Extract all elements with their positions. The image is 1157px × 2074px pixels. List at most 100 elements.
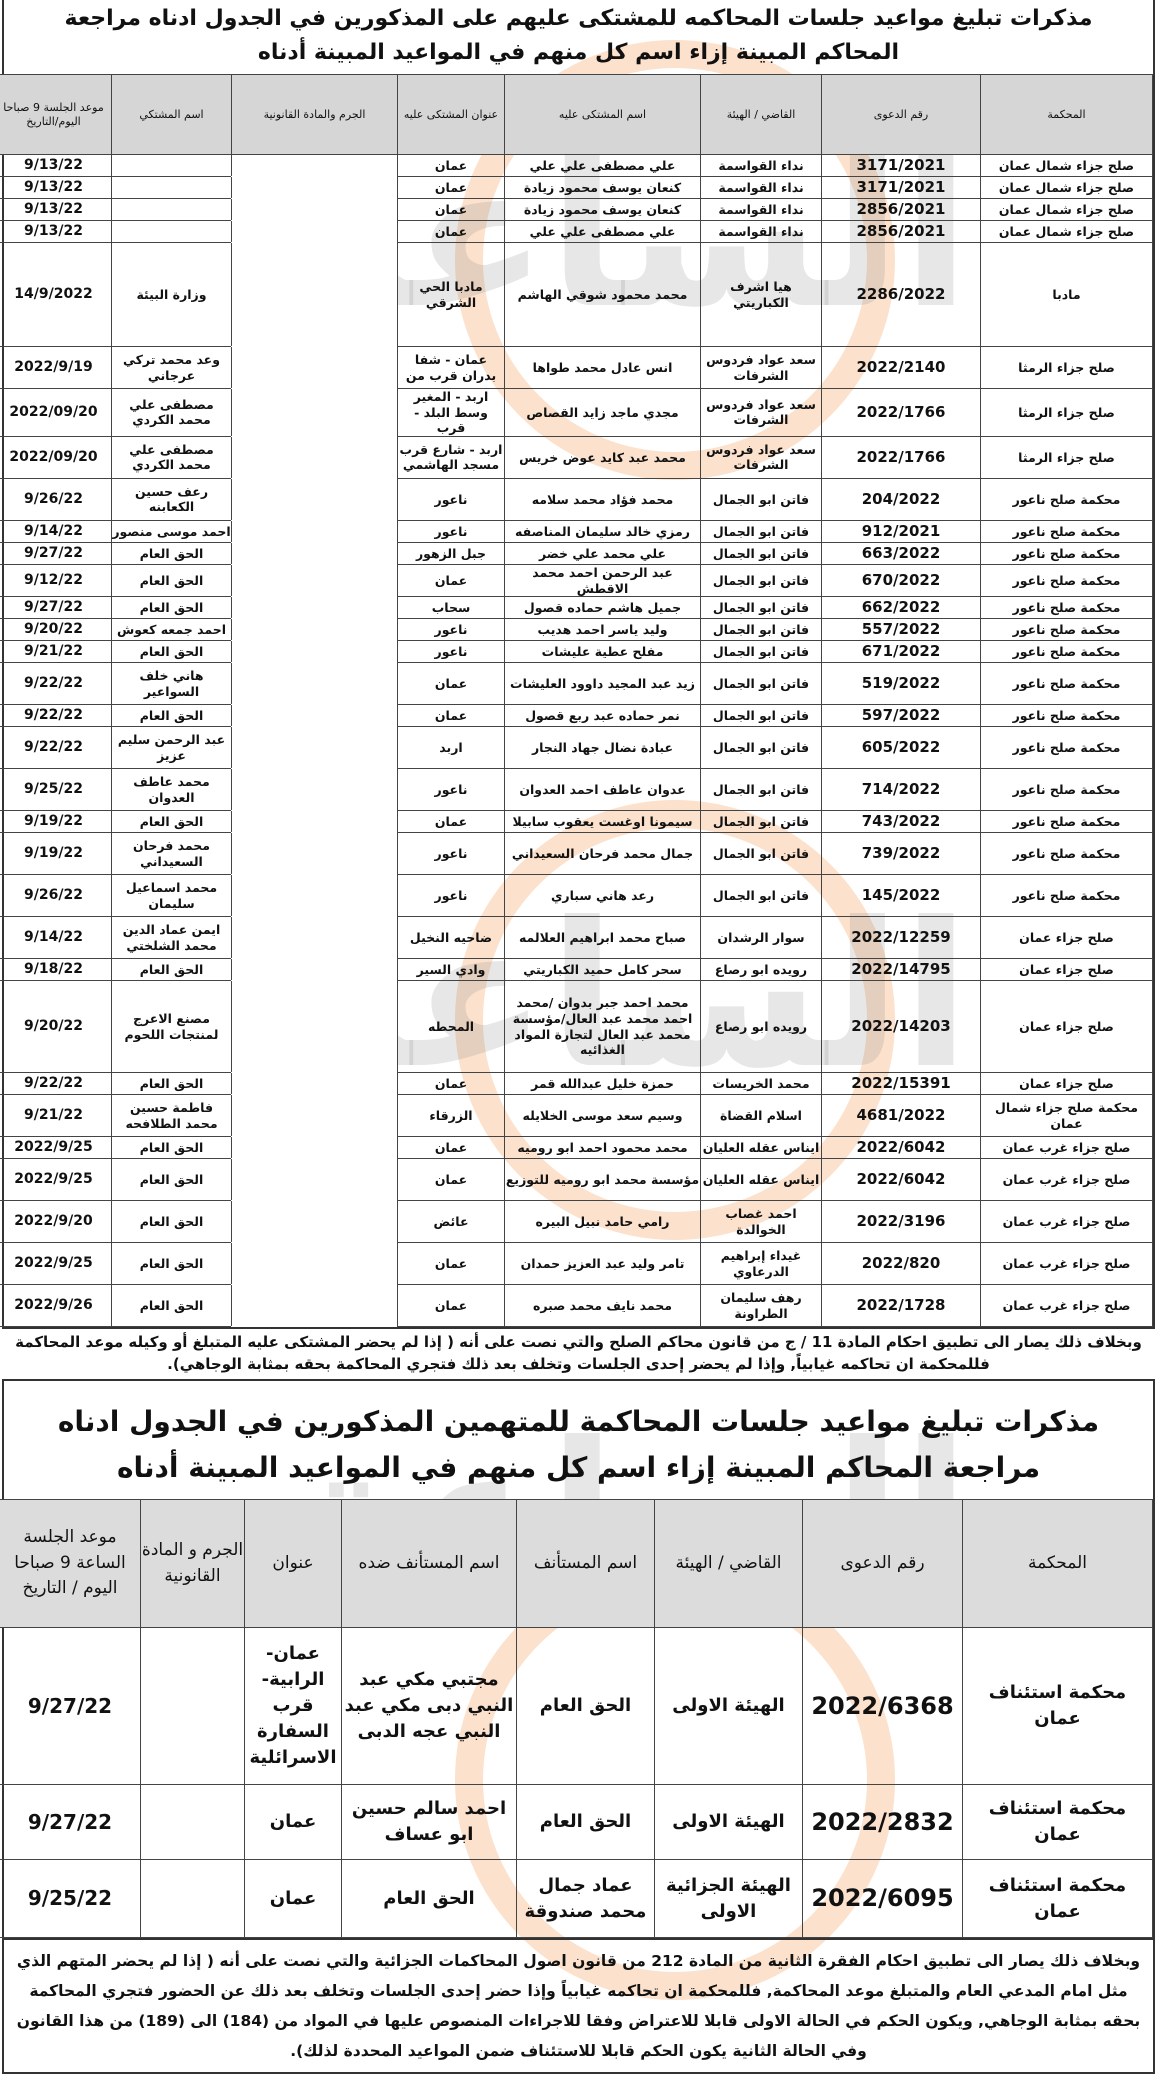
cell-charge: [231, 704, 398, 728]
cell-hearing-date: 2022/9/26: [0, 1284, 112, 1328]
cell-case-number: 2856/2021: [821, 198, 981, 221]
cell-charge: [231, 198, 398, 221]
notice-2-title: مذكرات تبليغ مواعيد جلسات المحاكمة للمته…: [57, 1405, 1100, 1485]
cell-address: الحق العام: [341, 1859, 517, 1939]
cell-defendant-name: وليد ياسر احمد هديب: [504, 618, 701, 642]
cell-case-number: 670/2022: [821, 563, 981, 598]
cell-case-number: 2022/1766: [821, 388, 981, 437]
cell-complainant-name: مصطفى علي محمد الكردي: [111, 388, 232, 437]
column-header-address: عنوان المشتكى عليه: [397, 74, 505, 155]
cell-case-number: 2022/6042: [821, 1158, 981, 1202]
cell-judge: فاتن ابو الجمال: [700, 726, 822, 770]
cell-judge: رهف سليمان الطراونة: [700, 1284, 822, 1328]
cell-complainant-name: فاطمة حسين محمد الطلافحه: [111, 1094, 232, 1138]
cell-hearing-date: 9/21/22: [0, 640, 112, 664]
table-row: محكمة صلح ناعور 739/2022 فاتن ابو الجمال جم…: [0, 832, 1153, 876]
cell-court: صلح جزاء شمال عمان: [980, 176, 1153, 199]
column-header-hearing-date: موعد الجلسة 9 صباحا اليوم/التاريخ: [0, 74, 112, 155]
cell-hearing-date: 2022/9/25: [0, 1158, 112, 1202]
cell-defendant-name: رامي حامد نبيل البيره: [504, 1200, 701, 1244]
cell-defendant-name: علي مصطفى علي علي: [504, 154, 701, 177]
cell-defendant-name: رعد هاني سباري: [504, 874, 701, 918]
cell-hearing-date: 9/27/22: [0, 541, 112, 565]
table-row: صلح جزاء شمال عمان 3171/2021 نداء القواسمة…: [0, 176, 1153, 199]
cell-complainant-name: الحق العام: [111, 1158, 232, 1202]
cell-address: سحاب: [397, 596, 505, 620]
cell-complainant-name: الحق العام: [111, 1200, 232, 1244]
cell-court: صلح جزاء عمان: [980, 980, 1153, 1074]
table-row: صلح جزاء عمان 2022/14203 رويده ابو رصاع محم…: [0, 980, 1153, 1074]
cell-case-number: 739/2022: [821, 832, 981, 876]
cell-hearing-date: 9/13/22: [0, 154, 112, 177]
cell-case-number: 3171/2021: [821, 154, 981, 177]
cell-complainant-name: الحق العام: [111, 1072, 232, 1096]
table-row: محكمة صلح ناعور 605/2022 فاتن ابو الجمال عب…: [0, 726, 1153, 770]
cell-address: عمان: [397, 176, 505, 199]
cell-hearing-date: 2022/09/20: [0, 388, 112, 437]
cell-hearing-date: 9/26/22: [0, 477, 112, 521]
cell-defendant-name: كنعان يوسف محمود زيادة: [504, 198, 701, 221]
cell-address: ناعور: [397, 874, 505, 918]
table-row: صلح جزاء عمان 2022/14795 رويده ابو رصاع سحر…: [0, 958, 1153, 982]
cell-charge: [231, 1136, 398, 1160]
cell-judge: نداء القواسمة: [700, 154, 822, 177]
cell-charge: [231, 874, 398, 918]
cell-court: صلح جزاء شمال عمان: [980, 154, 1153, 177]
cell-charge: [231, 563, 398, 598]
column-header-judge: القاضي / الهيئة: [700, 74, 822, 155]
cell-complainant-name: الحق العام: [111, 1242, 232, 1286]
cell-address: عمان: [397, 563, 505, 598]
cell-judge: الهيئة الجزائية الاولى: [654, 1859, 803, 1939]
cell-court: محكمة استئناف عمان: [962, 1627, 1153, 1786]
cell-court: صلح جزاء الرمثا: [980, 346, 1153, 389]
cell-judge: فاتن ابو الجمال: [700, 768, 822, 812]
table-row: صلح جزاء غرب عمان 2022/6042 ايناس عقله الع…: [0, 1136, 1153, 1160]
cell-complainant-name: الحق العام: [111, 640, 232, 664]
cell-hearing-date: 2022/9/25: [0, 1242, 112, 1286]
cell-judge: فاتن ابو الجمال: [700, 832, 822, 876]
cell-complainant-name: [140, 1784, 245, 1861]
cell-judge: نداء القواسمة: [700, 176, 822, 199]
cell-complainant-name: الحق العام: [111, 704, 232, 728]
cell-court: صلح جزاء عمان: [980, 1072, 1153, 1096]
cell-case-number: 663/2022: [821, 541, 981, 565]
cell-judge: فاتن ابو الجمال: [700, 810, 822, 834]
cell-case-number: 2286/2022: [821, 242, 981, 347]
cell-charge: [231, 435, 398, 479]
cell-address: اربد - شارع قرب مسجد الهاشمي: [397, 435, 505, 479]
cell-court: محكمة صلح ناعور: [980, 832, 1153, 876]
cell-judge: سعد عواد فردوس الشرفات: [700, 435, 822, 479]
cell-complainant-name: [111, 220, 232, 243]
cell-case-number: 519/2022: [821, 662, 981, 706]
table-row: صلح جزاء الرمثا 2022/1766 سعد عواد فردوس ا…: [0, 435, 1153, 479]
cell-defendant-name: عبد الرحمن احمد محمد الاقطش: [504, 563, 701, 598]
column-header-court: المحكمة: [962, 1499, 1153, 1629]
cell-complainant-name: احمد موسى منصور: [111, 519, 232, 543]
cell-defendant-name: علي مصطفى علي علي: [504, 220, 701, 243]
cell-judge: فاتن ابو الجمال: [700, 662, 822, 706]
cell-address: ناعور: [397, 618, 505, 642]
column-header-defendant-name: اسم المستأنف: [516, 1499, 655, 1629]
column-header-defendant-name: اسم المشتكى عليه: [504, 74, 701, 155]
cell-defendant-name: كنعان يوسف محمود زيادة: [504, 176, 701, 199]
cell-judge: فاتن ابو الجمال: [700, 874, 822, 918]
cell-judge: سعد عواد فردوس الشرفات: [700, 388, 822, 437]
cell-case-number: 2022/14203: [821, 980, 981, 1074]
cell-complainant-name: [111, 176, 232, 199]
cell-charge: [231, 1072, 398, 1096]
cell-court: محكمة استئناف عمان: [962, 1859, 1153, 1939]
cell-complainant-name: الحق العام: [111, 563, 232, 598]
cell-charge: [231, 388, 398, 437]
cell-defendant-name: انس عادل محمد طواها: [504, 346, 701, 389]
table-row: محكمة صلح ناعور 597/2022 فاتن ابو الجمال نم…: [0, 704, 1153, 728]
cell-hearing-date: 9/22/22: [0, 726, 112, 770]
cell-charge: [231, 220, 398, 243]
cell-case-number: 3171/2021: [821, 176, 981, 199]
table-row: صلح جزاء شمال عمان 2856/2021 نداء القواسمة…: [0, 198, 1153, 221]
cell-address: مجتبي مكي عبد النبي دبى مكي عبد النبي عج…: [341, 1627, 517, 1786]
cell-complainant-name: الحق العام: [111, 1136, 232, 1160]
cell-hearing-date: 9/13/22: [0, 176, 112, 199]
cell-court: محكمة صلح ناعور: [980, 596, 1153, 620]
cell-judge: محمد الخريسات: [700, 1072, 822, 1096]
cell-judge: الهيئة الاولى: [654, 1784, 803, 1861]
